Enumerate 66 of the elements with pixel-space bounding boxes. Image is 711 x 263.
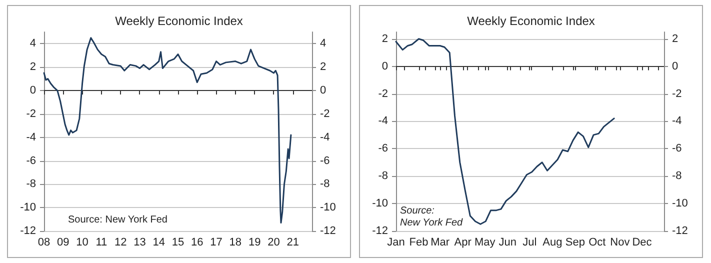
y2-tick-label: -12 [320,225,336,237]
x-tick-label: 15 [172,236,184,248]
y-tick-label: -4 [26,131,36,144]
y-tick-label: -8 [378,170,388,182]
x-tick-label: 21 [286,236,299,248]
annotation: Source: New York Fed [68,214,168,226]
x-tick-label: 11 [96,236,108,248]
x-tick-label: Sep [565,236,585,248]
y-tick-label: -6 [26,154,36,167]
y-tick-label: 4 [30,38,36,50]
y2-tick-label: 0 [672,60,678,72]
y-tick-label: -12 [20,225,36,237]
y-tick-label: -10 [372,198,388,210]
y2-tick-label: 2 [320,61,326,74]
x-tick-label: Jan [387,236,405,248]
y-tick-label: 2 [30,61,36,74]
y2-tick-label: -6 [320,154,330,167]
x-tick-label: Apr [454,236,472,248]
x-tick-label: 14 [152,236,165,248]
x-tick-label: 19 [248,236,261,248]
y2-tick-label: -10 [320,202,336,214]
chart-title: Weekly Economic Index [467,14,595,28]
x-tick-label: Jul [522,236,537,248]
y-tick-label: -8 [26,178,36,190]
line-series [395,38,615,225]
y2-tick-label: 0 [320,84,326,97]
y2-tick-label: -6 [672,142,682,155]
y2-tick-label: -8 [320,178,330,190]
y2-tick-label: 2 [672,32,678,45]
y-tick-label: 0 [382,60,388,72]
x-tick-label: 09 [57,236,70,248]
y-tick-label: 0 [30,84,36,97]
y2-tick-label: -4 [672,115,682,128]
x-tick-label: Oct [588,236,606,248]
x-tick-label: 16 [191,236,204,248]
x-tick-label: Aug [542,236,562,248]
x-tick-label: 18 [229,236,242,248]
y-tick-label: -6 [378,142,388,155]
x-tick-label: 10 [76,236,88,248]
x-tick-label: 20 [268,236,280,248]
y-tick-label: -2 [378,88,388,100]
y2-tick-label: -2 [320,108,330,120]
x-tick-label: 08 [38,236,50,248]
x-tick-label: Jun [498,236,516,248]
y-tick-label: -4 [378,115,388,128]
y2-tick-label: -8 [672,170,682,182]
chart-title: Weekly Economic Index [115,14,243,28]
annotation: Source: New York Fed [400,206,464,228]
y-tick-label: -12 [372,225,388,237]
x-tick-label: May [474,236,496,248]
line-series [43,37,292,224]
x-tick-label: Dec [632,236,652,248]
y-tick-label: 2 [382,32,388,45]
x-tick-label: 12 [114,236,127,248]
y2-tick-label: -2 [672,88,682,100]
y2-tick-label: 4 [320,38,326,50]
y2-tick-label: -10 [672,198,688,210]
x-tick-label: Nov [610,236,630,248]
y-tick-label: -2 [26,108,36,120]
y2-tick-label: -12 [672,225,688,237]
x-tick-label: 17 [210,236,222,248]
y2-tick-label: -4 [320,131,330,144]
x-tick-label: Mar [430,236,450,248]
y-tick-label: -10 [20,202,36,214]
x-tick-label: 13 [134,236,146,248]
x-tick-label: Feb [409,236,428,248]
